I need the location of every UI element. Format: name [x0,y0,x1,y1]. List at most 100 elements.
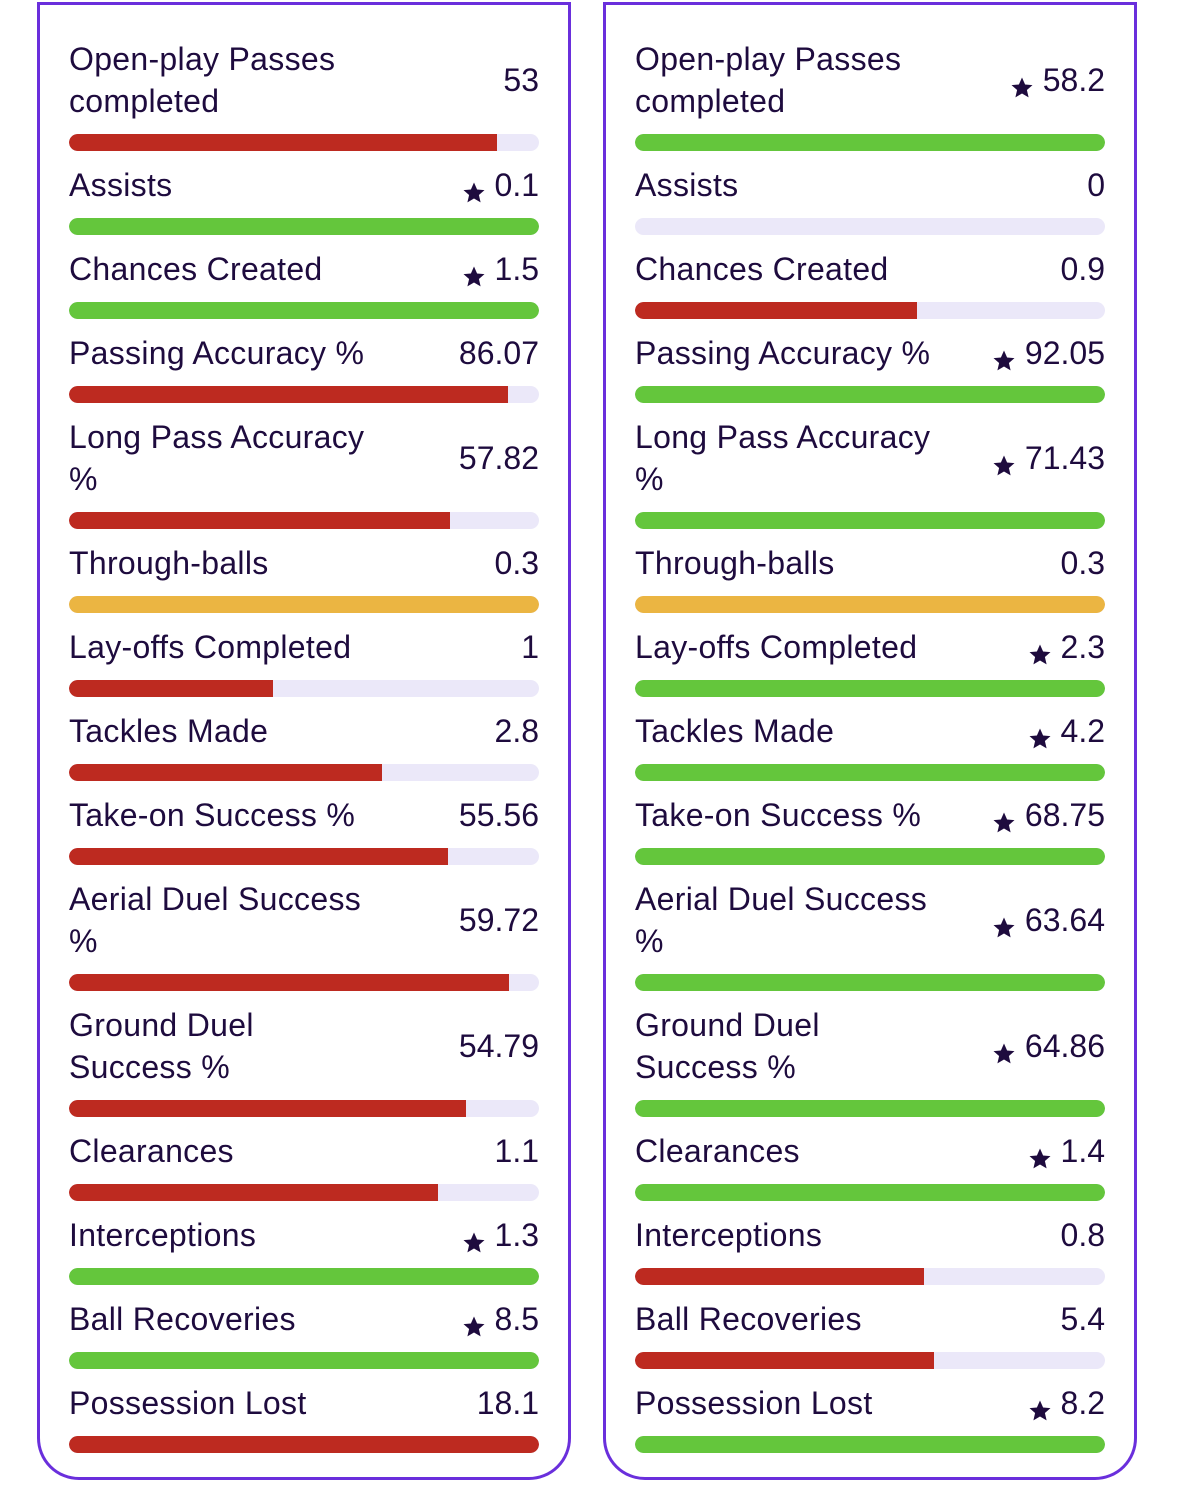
stat-header: Open-play Passes completed 58.2 [635,38,1105,122]
stat-row: Long Pass Accuracy % 57.82 [69,416,539,529]
stat-value: 86.07 [458,335,539,371]
stat-value-wrap: 1.5 [462,248,539,290]
stat-row: Aerial Duel Success % 59.72 [69,878,539,991]
stat-value: 68.75 [1024,797,1105,833]
star-icon [992,446,1016,476]
stat-value: 4.2 [1060,713,1105,749]
stat-bar-track [69,386,539,403]
stat-value-wrap: 54.79 [459,1025,539,1067]
stat-row: Ball Recoveries 5.4 [635,1298,1105,1369]
stat-value-wrap: 1.4 [1028,1130,1105,1172]
stat-row: Take-on Success % 55.56 [69,794,539,865]
stat-bar-fill [69,1436,539,1453]
stat-label: Clearances [635,1133,800,1169]
stat-label: Chances Created [635,251,889,287]
stat-value: 0.9 [1060,251,1105,287]
stat-bar-track [69,302,539,319]
stat-bar-track [69,680,539,697]
star-icon [1010,68,1034,98]
stat-bar-fill [69,134,497,151]
stat-value: 63.64 [1024,902,1105,938]
stat-row: Chances Created 0.9 [635,248,1105,319]
stat-label: Possession Lost [635,1385,873,1421]
stat-bar-track [635,680,1105,697]
stat-bar-track [635,848,1105,865]
stat-header: Clearances 1.1 [69,1130,539,1172]
stat-bar-track [635,1268,1105,1285]
stat-row: Assists 0 [635,164,1105,235]
stat-row: Ball Recoveries 8.5 [69,1298,539,1369]
stat-bar-track [69,848,539,865]
stat-bar-track [69,1100,539,1117]
stat-row: Open-play Passes completed 58.2 [635,38,1105,151]
stat-header: Aerial Duel Success % 63.64 [635,878,1105,962]
stat-label: Ground Duel Success % [69,1007,254,1085]
star-icon [462,173,486,203]
stat-value-wrap: 0.3 [1061,542,1105,584]
stat-header: Long Pass Accuracy % 57.82 [69,416,539,500]
stat-bar-track [69,1352,539,1369]
stat-row: Interceptions 0.8 [635,1214,1105,1285]
stat-bar-track [635,1436,1105,1453]
stat-label: Long Pass Accuracy % [69,419,365,497]
stat-header: Long Pass Accuracy % 71.43 [635,416,1105,500]
stat-value-wrap: 71.43 [992,437,1105,479]
stat-label: Lay-offs Completed [635,629,918,665]
stat-value: 8.5 [494,1301,539,1337]
stat-value: 57.82 [458,440,539,476]
stat-header: Possession Lost 18.1 [69,1382,539,1424]
stat-value: 8.2 [1060,1385,1105,1421]
stat-bar-track [69,764,539,781]
star-icon [1028,1139,1052,1169]
stat-value-wrap: 55.56 [459,794,539,836]
stat-value-wrap: 1.1 [495,1130,539,1172]
stat-row: Possession Lost 18.1 [69,1382,539,1453]
stat-label: Long Pass Accuracy % [635,419,931,497]
stat-value-wrap: 1 [521,626,539,668]
stat-row: Clearances 1.1 [69,1130,539,1201]
stat-header: Through-balls 0.3 [635,542,1105,584]
star-icon [1028,1391,1052,1421]
stat-value-wrap: 0.1 [462,164,539,206]
stat-value: 1.1 [494,1133,539,1169]
stat-label: Lay-offs Completed [69,629,352,665]
stat-row: Ground Duel Success % 54.79 [69,1004,539,1117]
stat-bar-track [69,1268,539,1285]
stat-bar-track [69,974,539,991]
stat-value-wrap: 58.2 [1010,59,1105,101]
stat-bar-track [69,1436,539,1453]
stat-bar-fill [69,1352,539,1369]
stat-bar-track [69,596,539,613]
stat-label: Clearances [69,1133,234,1169]
stat-label: Through-balls [69,545,269,581]
stat-row: Open-play Passes completed 53 [69,38,539,151]
stat-header: Ball Recoveries 5.4 [635,1298,1105,1340]
stat-row: Passing Accuracy % 86.07 [69,332,539,403]
stat-label: Tackles Made [69,713,269,749]
stat-header: Passing Accuracy % 92.05 [635,332,1105,374]
stat-label: Interceptions [69,1217,257,1253]
player-stats-card-left: Open-play Passes completed 53 Assists 0.… [37,2,571,1480]
stat-header: Chances Created 0.9 [635,248,1105,290]
stat-value: 0.1 [494,167,539,203]
stat-row: Lay-offs Completed 1 [69,626,539,697]
stat-bar-fill [635,974,1105,991]
stat-value: 1.4 [1060,1133,1105,1169]
stat-header: Tackles Made 4.2 [635,710,1105,752]
stat-label: Passing Accuracy % [69,335,365,371]
star-icon [462,1307,486,1337]
stat-value: 0.8 [1060,1217,1105,1253]
stat-row: Interceptions 1.3 [69,1214,539,1285]
stat-label: Assists [635,167,739,203]
stat-header: Lay-offs Completed 2.3 [635,626,1105,668]
stat-bar-fill [69,764,383,781]
stat-bar-fill [635,1100,1105,1117]
stat-value: 1.5 [494,251,539,287]
stat-value-wrap: 0.3 [495,542,539,584]
stat-value-wrap: 8.2 [1028,1382,1105,1424]
stat-value-wrap: 57.82 [459,437,539,479]
stat-value: 92.05 [1024,335,1105,371]
stat-value-wrap: 53 [503,59,539,101]
stat-header: Aerial Duel Success % 59.72 [69,878,539,962]
stat-label: Interceptions [635,1217,823,1253]
